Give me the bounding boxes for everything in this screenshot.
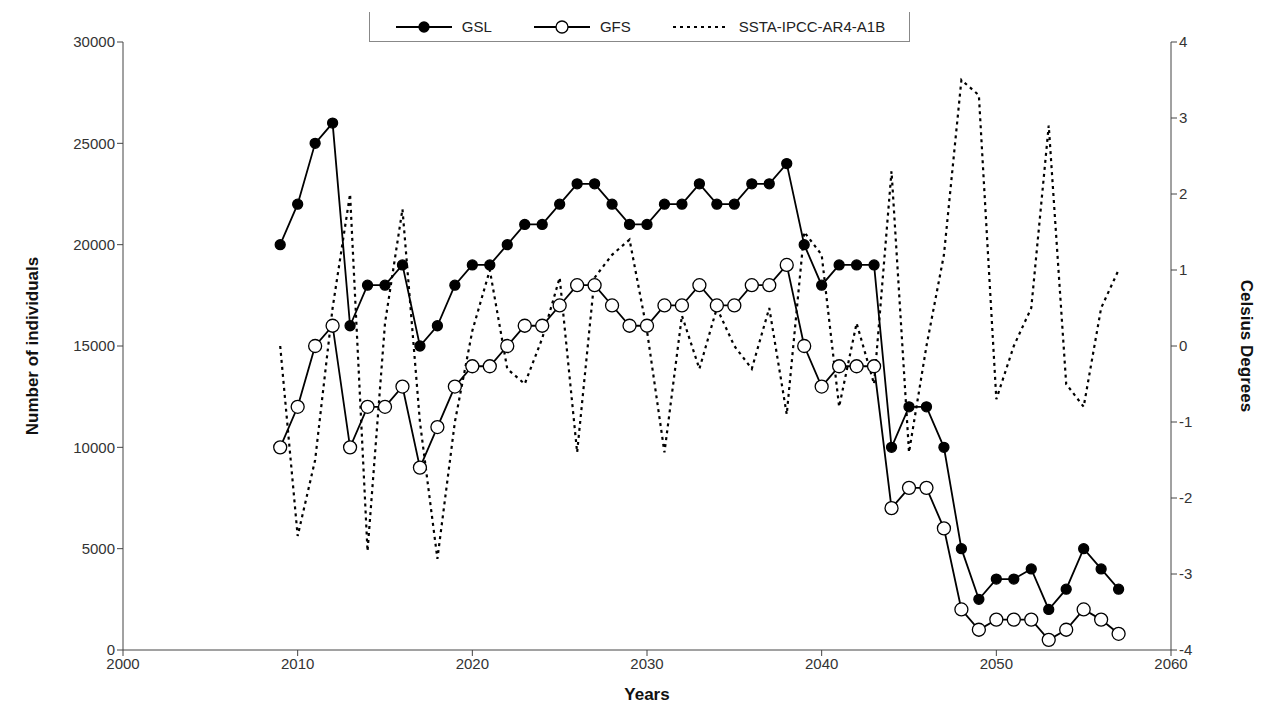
html-text:GFS: GFS bbox=[599, 18, 631, 35]
svg-text:1: 1 bbox=[1179, 261, 1187, 278]
svg-text:2040: 2040 bbox=[805, 655, 838, 672]
svg-text:5000: 5000 bbox=[82, 540, 115, 557]
svg-text:-1: -1 bbox=[1179, 413, 1192, 430]
svg-text:20000: 20000 bbox=[73, 236, 115, 253]
svg-text:2: 2 bbox=[1179, 185, 1187, 202]
svg-text:-2: -2 bbox=[1179, 489, 1192, 506]
svg-text:Celsius Degrees: Celsius Degrees bbox=[1237, 280, 1256, 412]
svg-text:2020: 2020 bbox=[456, 655, 489, 672]
svg-text:4: 4 bbox=[1179, 33, 1187, 50]
html-text:SSTA-IPCC-AR4-A1B: SSTA-IPCC-AR4-A1B bbox=[738, 18, 886, 35]
svg-text:2030: 2030 bbox=[630, 655, 663, 672]
svg-text:3: 3 bbox=[1179, 109, 1187, 126]
svg-text:0: 0 bbox=[107, 641, 115, 658]
svg-text:-3: -3 bbox=[1179, 565, 1192, 582]
svg-text:2000: 2000 bbox=[106, 654, 140, 672]
svg-text:2010: 2010 bbox=[281, 655, 314, 672]
svg-text:2050: 2050 bbox=[980, 655, 1013, 672]
svg-text:0: 0 bbox=[1179, 337, 1187, 354]
svg-text:15000: 15000 bbox=[73, 337, 115, 354]
html-text:GSL: GSL bbox=[461, 18, 492, 35]
svg-text:Years: Years bbox=[624, 685, 669, 704]
svg-text:25000: 25000 bbox=[73, 135, 115, 152]
svg-text:-4: -4 bbox=[1179, 641, 1192, 658]
svg-text:2060: 2060 bbox=[1154, 654, 1188, 672]
svg-text:10000: 10000 bbox=[73, 439, 115, 456]
svg-text:30000: 30000 bbox=[73, 33, 115, 50]
svg-text:Number of individuals: Number of individuals bbox=[23, 257, 42, 436]
